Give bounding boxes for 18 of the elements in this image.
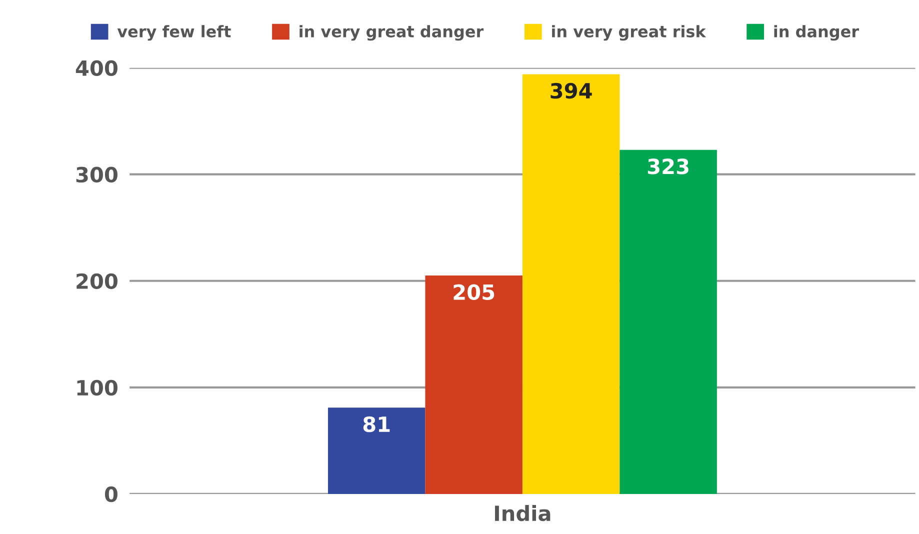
y-tick-label: 300	[76, 166, 118, 183]
data-label: 81	[363, 416, 390, 432]
data-label: 394	[550, 82, 592, 99]
bar	[328, 408, 426, 494]
bar	[522, 74, 620, 494]
data-label: 323	[648, 158, 688, 174]
x-tick-label: India	[495, 505, 550, 522]
y-tick-label: 100	[77, 380, 118, 396]
legend-label: very few left	[117, 25, 231, 41]
y-tick-label: 400	[76, 60, 118, 76]
legend-label: in very great danger	[300, 25, 484, 41]
legend-label: in danger	[774, 25, 859, 41]
bar	[620, 150, 717, 494]
y-tick-label: 0	[104, 486, 118, 502]
legend-label: in very great risk	[552, 25, 706, 41]
y-tick-label: 200	[76, 273, 118, 290]
bar	[425, 276, 522, 494]
data-label: 205	[454, 284, 494, 300]
